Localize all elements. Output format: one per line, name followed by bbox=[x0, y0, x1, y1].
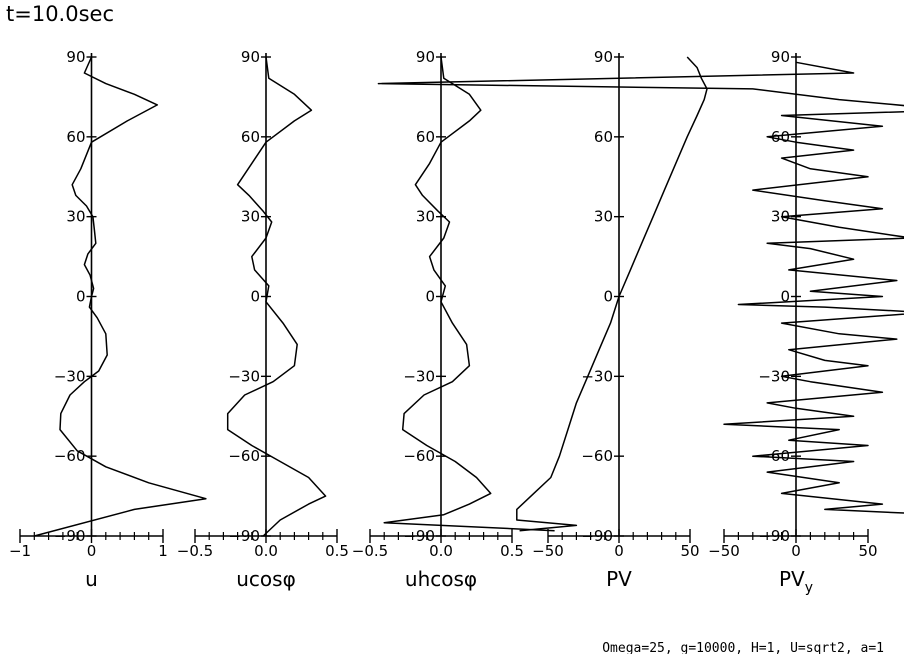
y-tick-label: 60 bbox=[771, 128, 790, 146]
y-tick-label: 90 bbox=[241, 48, 260, 66]
data-curve bbox=[226, 56, 327, 537]
panel-xlabel: uhcosφ bbox=[405, 567, 477, 591]
x-tick-label: 50 bbox=[858, 542, 877, 560]
y-tick-label: −30 bbox=[403, 367, 435, 385]
y-tick-label: −60 bbox=[581, 447, 613, 465]
data-curve bbox=[34, 56, 207, 537]
x-tick-label: 0 bbox=[791, 542, 801, 560]
y-tick-label: 30 bbox=[416, 208, 435, 226]
y-tick-label: −90 bbox=[228, 527, 260, 545]
x-tick-label: 0 bbox=[614, 542, 624, 560]
y-tick-label: −30 bbox=[581, 367, 613, 385]
y-tick-label: −30 bbox=[54, 367, 86, 385]
y-tick-label: 90 bbox=[594, 48, 613, 66]
data-curve bbox=[383, 56, 555, 532]
x-tick-label: −1 bbox=[9, 542, 31, 560]
chart-title: t=10.0sec bbox=[6, 2, 114, 26]
y-tick-label: 30 bbox=[241, 208, 260, 226]
parameter-footer: Omega=25, g=10000, H=1, U=sqrt2, a=1 bbox=[602, 641, 884, 654]
y-tick-label: 90 bbox=[66, 48, 85, 66]
y-tick-label: −30 bbox=[228, 367, 260, 385]
y-tick-label: 30 bbox=[771, 208, 790, 226]
panels-group: −90 −60 −30 0 30 60 90 −1 0 1 u −90 −60 −30 0 30 60 90 −0.… bbox=[9, 48, 904, 596]
y-tick-label: 60 bbox=[66, 128, 85, 146]
x-tick-label: −0.5 bbox=[352, 542, 388, 560]
x-tick-label: 0.0 bbox=[429, 542, 453, 560]
panel-xlabel-subscript: y bbox=[805, 580, 813, 596]
y-tick-label: 0 bbox=[603, 288, 613, 306]
panel-xlabel: ucosφ bbox=[236, 567, 296, 591]
x-tick-label: −0.5 bbox=[177, 542, 213, 560]
y-tick-label: −60 bbox=[54, 447, 86, 465]
panel-2: −90 −60 −30 0 30 60 90 −0.5 0.0 0.5 ucosφ bbox=[177, 48, 349, 591]
x-tick-label: 1 bbox=[158, 542, 168, 560]
y-tick-label: 0 bbox=[425, 288, 435, 306]
y-tick-label: 30 bbox=[594, 208, 613, 226]
panel-xlabel: PV bbox=[606, 567, 632, 591]
y-tick-label: 30 bbox=[66, 208, 85, 226]
panel-1: −90 −60 −30 0 30 60 90 −1 0 1 u bbox=[9, 48, 207, 591]
data-curve bbox=[516, 56, 708, 532]
y-tick-label: 60 bbox=[416, 128, 435, 146]
x-tick-label: 0.5 bbox=[500, 542, 524, 560]
y-tick-label: −60 bbox=[403, 447, 435, 465]
y-tick-label: −90 bbox=[54, 527, 86, 545]
x-tick-label: −50 bbox=[532, 542, 564, 560]
y-tick-label: −60 bbox=[758, 447, 790, 465]
y-tick-label: 60 bbox=[594, 128, 613, 146]
data-curve bbox=[377, 61, 904, 514]
y-tick-label: −90 bbox=[581, 527, 613, 545]
x-tick-label: 0.5 bbox=[325, 542, 349, 560]
panel-xlabel: PVy bbox=[779, 567, 813, 596]
y-tick-label: −30 bbox=[758, 367, 790, 385]
panel-4: −90 −60 −30 0 30 60 90 −50 0 50 PV bbox=[516, 48, 708, 591]
panel-xlabel: u bbox=[85, 567, 98, 591]
x-tick-label: 0.0 bbox=[254, 542, 278, 560]
y-tick-label: −90 bbox=[758, 527, 790, 545]
y-tick-label: 0 bbox=[250, 288, 260, 306]
y-tick-label: 90 bbox=[416, 48, 435, 66]
y-tick-label: −60 bbox=[228, 447, 260, 465]
x-tick-label: −50 bbox=[708, 542, 740, 560]
y-tick-label: 0 bbox=[780, 288, 790, 306]
y-tick-label: −90 bbox=[403, 527, 435, 545]
y-tick-label: 90 bbox=[771, 48, 790, 66]
y-tick-label: 60 bbox=[241, 128, 260, 146]
x-tick-label: 50 bbox=[680, 542, 699, 560]
x-tick-label: 0 bbox=[87, 542, 97, 560]
panel-3: −90 −60 −30 0 30 60 90 −0.5 0.0 0.5 uhcosφ bbox=[352, 48, 555, 591]
y-tick-label: 0 bbox=[76, 288, 86, 306]
